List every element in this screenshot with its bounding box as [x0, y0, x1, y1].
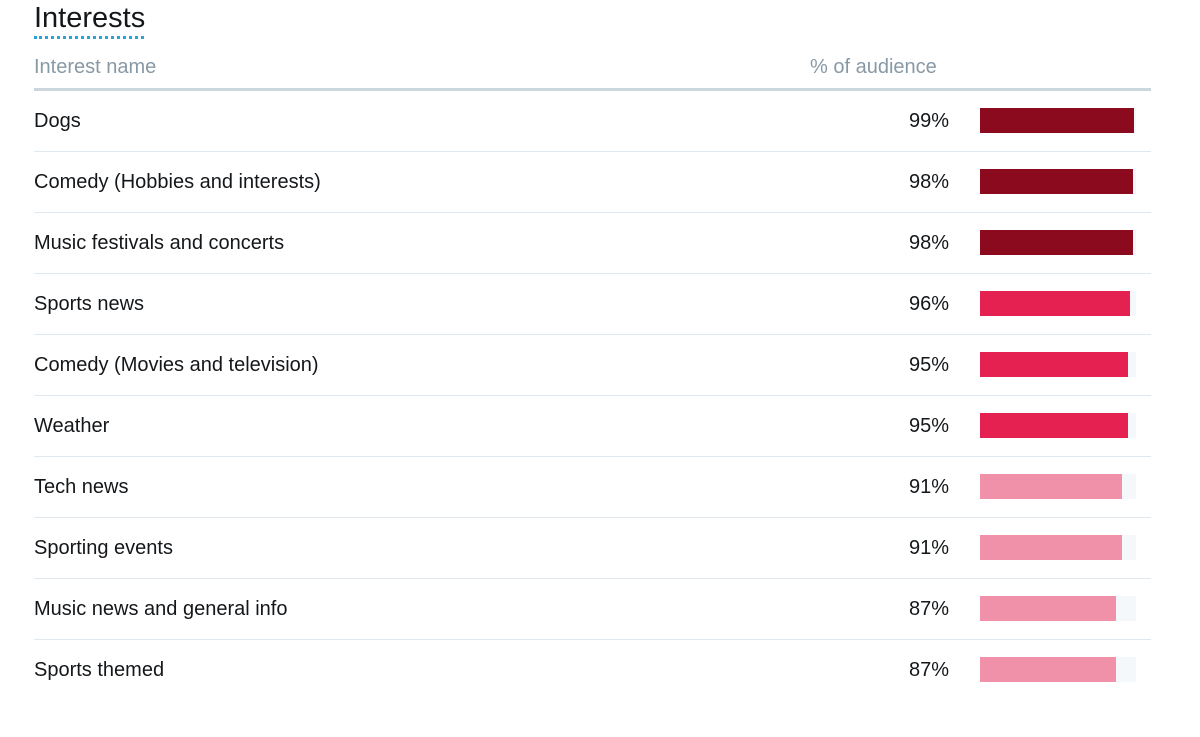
interest-name: Music news and general info — [34, 598, 288, 620]
percent-bar-track — [980, 108, 1136, 133]
interest-percent: 98% — [908, 171, 949, 193]
interest-percent: 95% — [908, 354, 949, 376]
table-row: Comedy (Hobbies and interests) 98% — [34, 152, 1151, 213]
table-row: Music festivals and concerts 98% — [34, 213, 1151, 274]
percent-bar-fill — [980, 169, 1133, 194]
interest-name: Comedy (Hobbies and interests) — [34, 171, 321, 193]
table-row: Music news and general info 87% — [34, 579, 1151, 640]
percent-bar-fill — [980, 596, 1116, 621]
column-header-interest-name: Interest name — [34, 56, 157, 78]
table-row: Sports news 96% — [34, 274, 1151, 335]
interest-percent: 99% — [908, 110, 949, 132]
percent-bar-track — [980, 352, 1136, 377]
interest-name: Weather — [34, 415, 110, 437]
percent-bar-fill — [980, 230, 1133, 255]
table-row: Comedy (Movies and television) 95% — [34, 335, 1151, 396]
title-underline — [34, 36, 144, 39]
table-row: Sporting events 91% — [34, 518, 1151, 579]
percent-bar-track — [980, 291, 1136, 316]
interest-name: Sports news — [34, 293, 145, 315]
table-row: Dogs 99% — [34, 91, 1151, 152]
interest-percent: 98% — [908, 232, 949, 254]
section-title: Interests — [34, 2, 146, 34]
percent-bar-track — [980, 230, 1136, 255]
percent-bar-track — [980, 413, 1136, 438]
percent-bar-track — [980, 596, 1136, 621]
column-header-percent-audience: % of audience — [810, 56, 937, 78]
interest-percent: 95% — [908, 415, 949, 437]
interest-name: Music festivals and concerts — [34, 232, 285, 254]
table-row: Tech news 91% — [34, 457, 1151, 518]
interest-percent: 91% — [908, 537, 949, 559]
interest-percent: 87% — [908, 598, 949, 620]
percent-bar-fill — [980, 535, 1122, 560]
percent-bar-fill — [980, 108, 1135, 133]
interest-name: Sports themed — [34, 659, 165, 681]
interest-name: Tech news — [34, 476, 129, 498]
percent-bar-track — [980, 169, 1136, 194]
interest-percent: 91% — [908, 476, 949, 498]
interest-name: Comedy (Movies and television) — [34, 354, 319, 376]
interest-name: Sporting events — [34, 537, 173, 559]
table-header: Interest name % of audience — [34, 52, 1151, 91]
interests-table: Dogs 99% Comedy (Hobbies and interests) … — [34, 91, 1151, 700]
interest-percent: 96% — [908, 293, 949, 315]
percent-bar-track — [980, 535, 1136, 560]
percent-bar-fill — [980, 657, 1116, 682]
percent-bar-fill — [980, 474, 1122, 499]
percent-bar-fill — [980, 413, 1129, 438]
interest-percent: 87% — [908, 659, 949, 681]
percent-bar-track — [980, 474, 1136, 499]
percent-bar-fill — [980, 352, 1129, 377]
percent-bar-track — [980, 657, 1136, 682]
interest-name: Dogs — [34, 110, 81, 132]
table-row: Weather 95% — [34, 396, 1151, 457]
table-row: Sports themed 87% — [34, 640, 1151, 700]
percent-bar-fill — [980, 291, 1130, 316]
